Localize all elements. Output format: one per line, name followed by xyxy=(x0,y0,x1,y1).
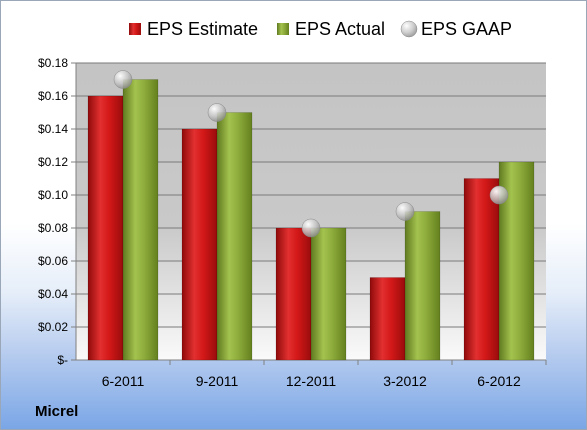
marker-eps-gaap xyxy=(113,70,133,89)
y-tick-label: $- xyxy=(57,353,68,367)
marker-eps-gaap xyxy=(489,185,509,205)
y-tick-label: $0.12 xyxy=(38,155,68,169)
x-tick-label: 3-2012 xyxy=(383,373,427,389)
bar-eps-estimate xyxy=(87,95,124,361)
bar-eps-estimate xyxy=(275,227,312,361)
x-tick-label: 9-2011 xyxy=(196,373,239,389)
marker-eps-gaap xyxy=(207,103,227,122)
y-tick-label: $0.14 xyxy=(38,122,68,136)
company-label: Micrel xyxy=(35,403,79,420)
y-tick-label: $0.18 xyxy=(38,56,68,70)
y-tick-label: $0.16 xyxy=(38,89,68,103)
bar-eps-estimate xyxy=(463,178,500,361)
y-tick-label: $0.06 xyxy=(38,254,68,268)
y-tick-label: $0.10 xyxy=(38,188,68,202)
legend-label: EPS Actual xyxy=(295,19,385,39)
bar-eps-actual xyxy=(404,211,441,361)
y-tick-label: $0.08 xyxy=(38,221,68,235)
legend-item: EPS Actual xyxy=(277,19,385,39)
x-tick-label: 6-2012 xyxy=(477,373,521,389)
legend-item: EPS Estimate xyxy=(129,19,258,39)
bar-eps-estimate xyxy=(369,277,406,361)
bar-eps-actual xyxy=(310,227,347,361)
legend-swatch xyxy=(277,23,289,35)
x-tick-label: 12-2011 xyxy=(286,373,337,389)
marker-eps-gaap xyxy=(395,202,415,221)
legend-swatch xyxy=(129,23,141,35)
legend-label: EPS Estimate xyxy=(147,19,258,39)
y-tick-label: $0.02 xyxy=(38,320,68,334)
bar-eps-actual xyxy=(216,112,253,361)
legend-item: EPS GAAP xyxy=(400,19,512,39)
bar-eps-actual xyxy=(122,79,159,361)
y-tick-label: $0.04 xyxy=(38,287,68,301)
x-tick-label: 6-2011 xyxy=(102,373,145,389)
legend-label: EPS GAAP xyxy=(421,19,512,39)
legend-swatch xyxy=(400,20,418,38)
marker-eps-gaap xyxy=(301,218,321,238)
bar-eps-estimate xyxy=(181,128,218,361)
